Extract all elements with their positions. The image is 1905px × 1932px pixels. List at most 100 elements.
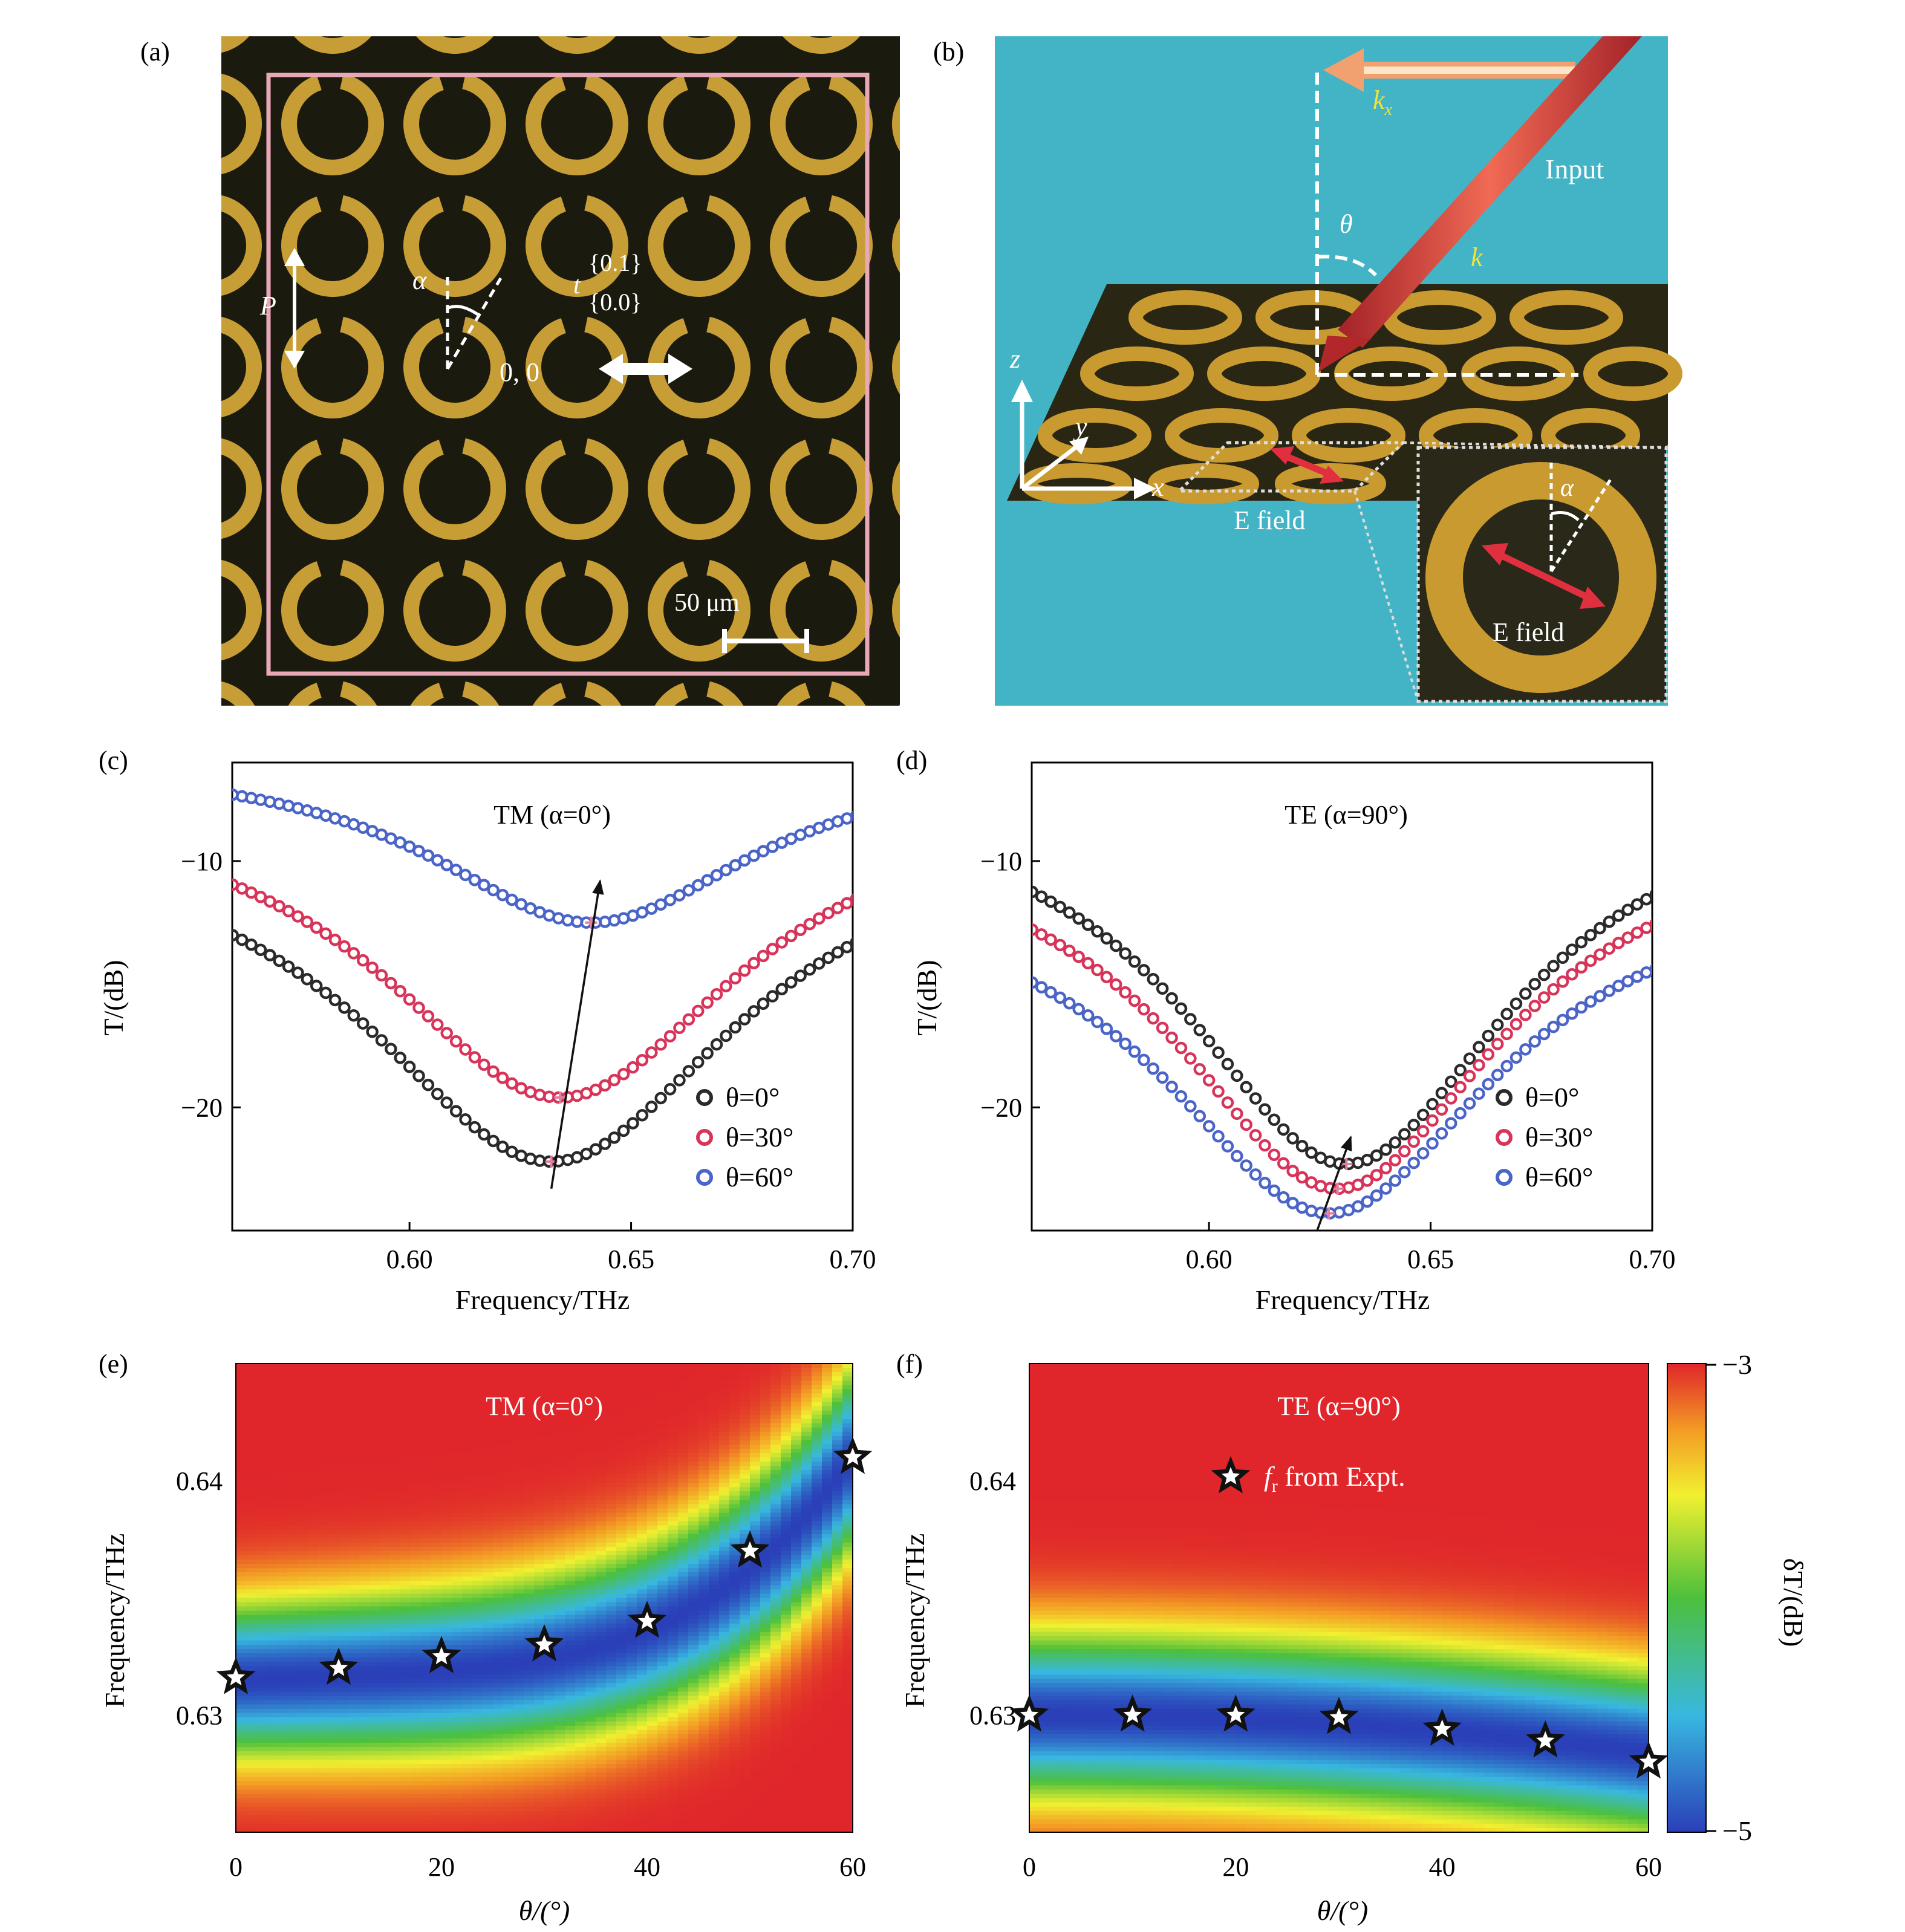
data-point (1295, 1171, 1309, 1184)
data-point (1491, 1068, 1504, 1081)
data-point (412, 845, 425, 857)
data-point (720, 980, 732, 993)
data-point (1184, 1100, 1197, 1113)
data-point (1286, 1132, 1299, 1145)
data-point (282, 905, 295, 918)
x-tick-label: 20 (1222, 1852, 1249, 1882)
data-point (580, 1147, 593, 1160)
split-ring (770, 316, 873, 418)
y-tick-label: −10 (980, 847, 1022, 876)
data-point (1416, 1147, 1430, 1160)
split-ring (294, 36, 371, 54)
data-point (440, 1096, 453, 1109)
data-point (1018, 973, 1027, 983)
micrograph-background (221, 36, 900, 706)
data-point (1463, 1070, 1476, 1082)
data-point (1566, 1007, 1578, 1020)
data-point (1053, 938, 1067, 952)
data-point (403, 840, 416, 853)
data-point (747, 849, 760, 862)
data-point (1202, 1120, 1216, 1133)
colorbar: −3 −5 δT/(dB) (1667, 1349, 1809, 1846)
data-point (1147, 1062, 1160, 1075)
data-point (301, 916, 314, 928)
data-point (1231, 1150, 1243, 1163)
oblique-incidence-schematic: kx θ k Input z y x E field (995, 36, 1682, 706)
data-point (710, 1038, 723, 1051)
data-point (794, 923, 807, 936)
kx-arrow (1323, 48, 1575, 92)
data-point (1156, 1071, 1169, 1084)
data-point (347, 1009, 360, 1022)
data-point (1119, 947, 1132, 960)
data-point (282, 960, 295, 973)
data-point (1138, 1003, 1150, 1016)
data-point (813, 957, 826, 970)
y-axis-label: T/(dB) (911, 960, 942, 1035)
data-point (831, 946, 844, 959)
data-point (794, 969, 807, 982)
data-point (1454, 1107, 1467, 1120)
data-point (264, 895, 276, 908)
data-point (1612, 980, 1625, 992)
data-point (673, 889, 686, 902)
data-point (757, 949, 770, 963)
data-point (1566, 943, 1578, 956)
data-point (1128, 1045, 1141, 1058)
theta-label: θ (1340, 209, 1353, 239)
data-point (1630, 926, 1644, 939)
x-axis-label: Frequency/THz (455, 1284, 630, 1315)
data-point (459, 1043, 472, 1056)
split-ring (221, 36, 249, 53)
legend-marker (1496, 1169, 1513, 1186)
data-point (803, 963, 816, 976)
data-point (1389, 1174, 1402, 1187)
data-point (440, 1027, 453, 1039)
data-point (328, 994, 342, 1007)
colorbar-title: δT/(dB) (1778, 1558, 1809, 1647)
data-point (1575, 935, 1588, 949)
data-point (1184, 1052, 1197, 1065)
heatmap-cells (236, 1364, 853, 1833)
scale-bar (722, 629, 809, 653)
input-label: Input (1545, 154, 1604, 184)
split-ring (648, 316, 751, 418)
y-tick-label: −20 (980, 1093, 1022, 1122)
data-point (1221, 1096, 1234, 1109)
data-point (1482, 1078, 1495, 1091)
split-ring (403, 438, 506, 540)
data-point (1165, 992, 1178, 1005)
split-ring (526, 559, 628, 662)
data-point (1018, 882, 1027, 892)
twist-label: t (573, 272, 581, 299)
polarization-arrow (599, 354, 692, 384)
data-point (1584, 928, 1597, 942)
data-point (738, 854, 751, 867)
data-point (850, 893, 853, 904)
inset-ring (1425, 462, 1656, 693)
data-point (431, 854, 444, 867)
data-point (1174, 1090, 1188, 1103)
data-point (775, 936, 788, 949)
data-point (1473, 1041, 1485, 1053)
data-point (1147, 973, 1160, 986)
x-tick-label: 60 (1635, 1852, 1662, 1882)
data-point (663, 894, 677, 906)
data-point (412, 1001, 425, 1014)
data-point (1305, 1146, 1318, 1159)
data-point (691, 1056, 705, 1068)
split-ring (403, 73, 506, 175)
data-point (1249, 1092, 1262, 1105)
split-ring (526, 195, 628, 297)
data-point (1240, 1081, 1252, 1094)
data-point (1649, 963, 1652, 974)
data-point (1603, 984, 1616, 997)
data-point (496, 1072, 509, 1084)
data-point (449, 1035, 463, 1048)
series (232, 929, 853, 1168)
sample-micrograph: P α 0, 0 t {0.1} {0.0} 50 μm (221, 36, 900, 706)
y-tick-label: 0.63 (969, 1700, 1016, 1730)
panel-b-label: (b) (933, 37, 964, 67)
data-point (1109, 939, 1122, 952)
heatmap-tm: θ/(°) Frequency/THz TM (α=0°) 0 20 40 60 0.63… (99, 1363, 873, 1926)
